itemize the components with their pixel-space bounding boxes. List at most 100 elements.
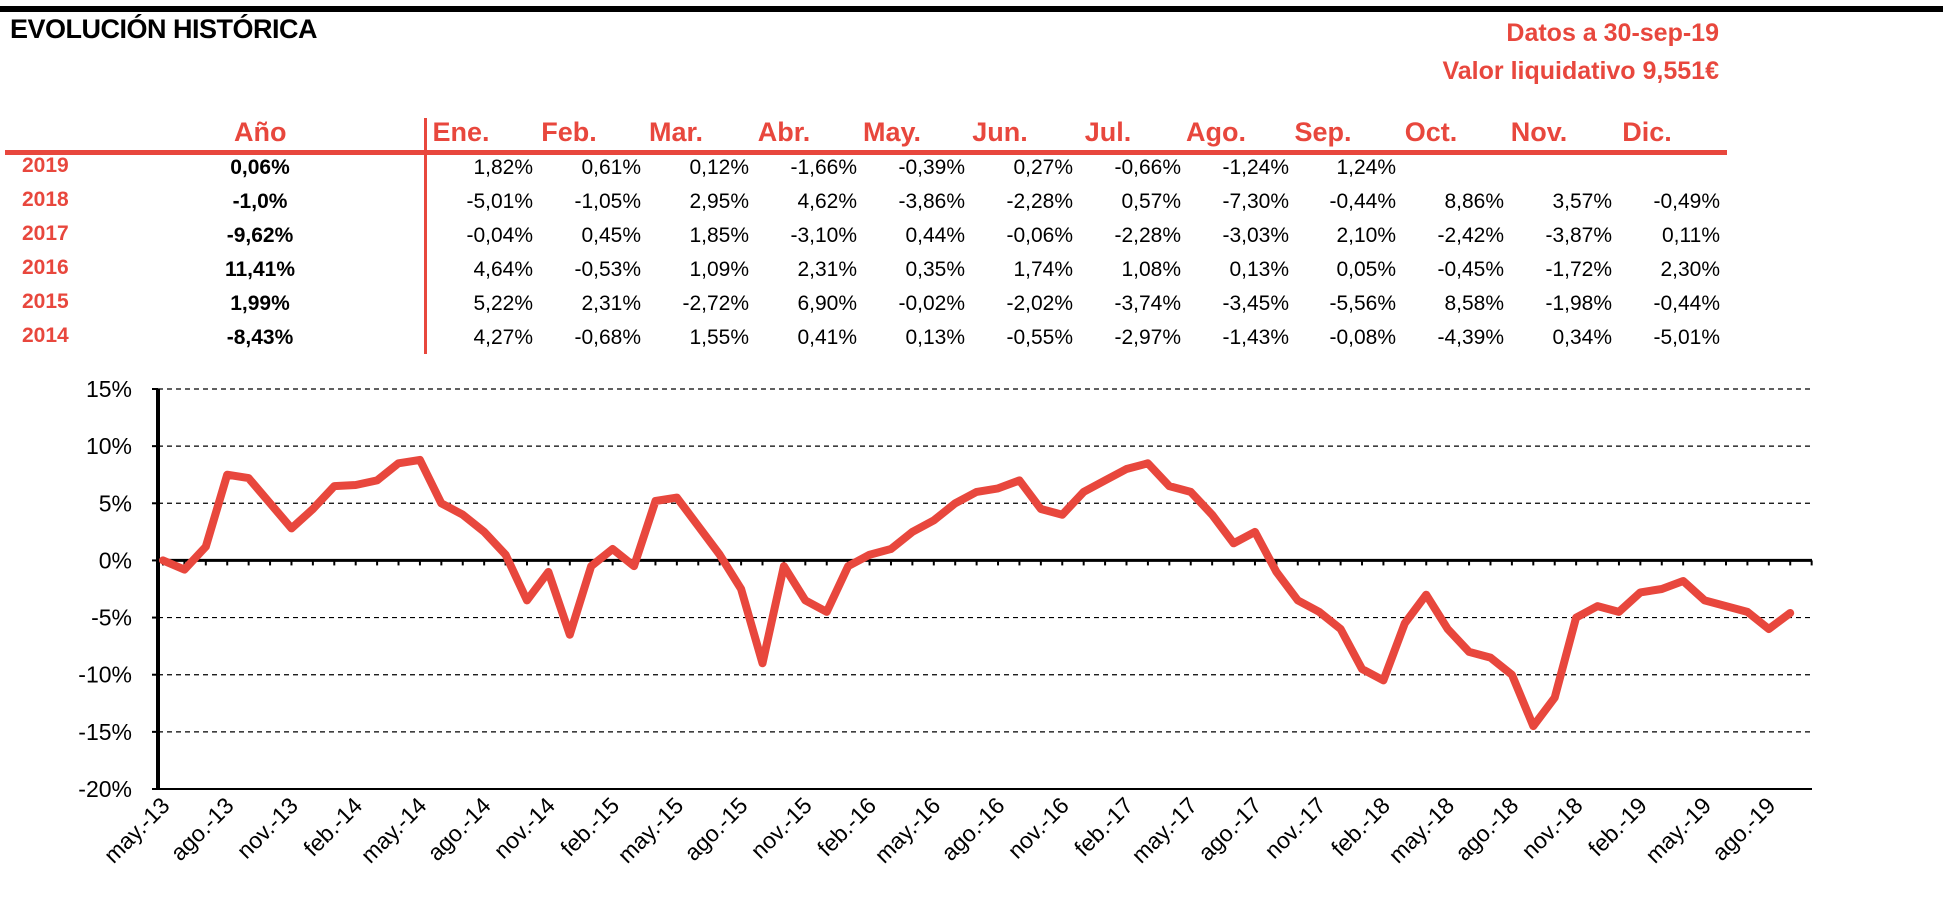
row-year: 2014 [22, 324, 69, 347]
month-header: Jun. [972, 117, 1028, 147]
row-year: 2019 [22, 154, 69, 177]
monthly-return-cell: 2,10% [1336, 224, 1396, 247]
monthly-return-cell: -3,45% [1222, 292, 1289, 315]
year-header: Año [234, 117, 287, 147]
monthly-return-cell: -3,74% [1114, 292, 1181, 315]
monthly-return-cell: 0,45% [581, 224, 641, 247]
month-header: Abr. [757, 117, 811, 147]
month-header: Mar. [648, 117, 704, 147]
monthly-return-cell: 0,34% [1552, 326, 1612, 349]
monthly-return-cell: 1,82% [473, 156, 533, 179]
x-tick-label: may.-16 [869, 792, 945, 868]
monthly-return-cell: -5,56% [1329, 292, 1396, 315]
monthly-return-cell: 1,74% [1013, 258, 1073, 281]
x-tick-label: may.-15 [612, 792, 688, 868]
row-annual-return: 11,41% [224, 258, 296, 281]
monthly-return-cell: 0,27% [1013, 156, 1073, 179]
monthly-return-cell: -5,01% [466, 190, 533, 213]
monthly-return-cell: -1,72% [1545, 258, 1612, 281]
monthly-return-cell: -0,02% [898, 292, 965, 315]
monthly-return-cell: 6,90% [797, 292, 857, 315]
header-rule-red [5, 150, 1727, 155]
monthly-return-cell: -0,06% [1006, 224, 1073, 247]
month-header: Sep. [1294, 117, 1352, 147]
monthly-return-cell: -4,39% [1437, 326, 1504, 349]
y-tick-label: -10% [78, 662, 132, 688]
monthly-return-cell: -3,03% [1222, 224, 1289, 247]
monthly-return-cell: 4,62% [797, 190, 857, 213]
x-tick-label: may.-14 [356, 792, 432, 868]
x-tick-label: may.-19 [1640, 792, 1716, 868]
header-rule [0, 6, 1943, 12]
monthly-return-cell: 0,61% [581, 156, 641, 179]
monthly-return-cell: -2,42% [1437, 224, 1504, 247]
monthly-return-cell: -0,44% [1653, 292, 1720, 315]
y-tick-label: 0% [99, 547, 132, 573]
monthly-return-cell: 0,44% [905, 224, 965, 247]
x-tick-label: nov.-18 [1516, 792, 1587, 863]
monthly-return-cell: -3,86% [898, 190, 965, 213]
monthly-return-cell: 1,24% [1336, 156, 1396, 179]
y-tick-label: 15% [86, 376, 132, 402]
monthly-return-cell: 0,11% [1662, 224, 1720, 247]
x-tick-label: ago.-17 [1193, 792, 1267, 866]
monthly-return-cell: -0,04% [466, 224, 533, 247]
column-divider [424, 118, 427, 354]
monthly-return-cell: 2,30% [1660, 258, 1720, 281]
x-tick-label: ago.-16 [936, 792, 1010, 866]
x-tick-label: may.-13 [99, 792, 175, 868]
monthly-return-cell: 0,41% [797, 326, 857, 349]
data-date: Datos a 30-sep-19 [1506, 19, 1719, 47]
month-header: Jul. [1084, 117, 1132, 147]
month-header: Dic. [1622, 117, 1672, 147]
month-header: May. [862, 117, 922, 147]
x-tick-label: may.-17 [1126, 792, 1202, 868]
monthly-return-cell: -7,30% [1222, 190, 1289, 213]
row-annual-return: -9,62% [226, 224, 294, 247]
page-title: EVOLUCIÓN HISTÓRICA [10, 14, 318, 44]
monthly-return-cell: 0,57% [1121, 190, 1181, 213]
row-year: 2015 [22, 290, 69, 313]
x-tick-label: nov.-13 [232, 792, 303, 863]
monthly-return-cell: 0,13% [1229, 258, 1289, 281]
monthly-return-cell: -1,66% [790, 156, 857, 179]
monthly-return-cell: -3,87% [1545, 224, 1612, 247]
monthly-return-cell: 0,05% [1336, 258, 1396, 281]
monthly-return-cell: -1,43% [1222, 326, 1289, 349]
y-tick-label: -5% [91, 605, 132, 631]
monthly-return-cell: 8,58% [1444, 292, 1504, 315]
monthly-return-cell: -0,66% [1114, 156, 1181, 179]
month-header: Nov. [1510, 117, 1568, 147]
x-tick-label: ago.-18 [1450, 792, 1524, 866]
monthly-return-cell: -5,01% [1653, 326, 1720, 349]
monthly-return-cell: -0,55% [1006, 326, 1073, 349]
monthly-return-cell: 0,12% [689, 156, 749, 179]
y-tick-label: 5% [99, 490, 132, 516]
x-tick-label: nov.-15 [745, 792, 816, 863]
monthly-return-cell: -1,24% [1222, 156, 1289, 179]
fund-meta: Datos a 30-sep-19 Valor liquidativo 9,55… [1442, 14, 1719, 90]
row-year: 2016 [22, 256, 69, 279]
monthly-return-cell: -0,68% [574, 326, 641, 349]
y-tick-label: -15% [78, 719, 132, 745]
monthly-return-cell: -1,98% [1545, 292, 1612, 315]
monthly-return-cell: -0,08% [1329, 326, 1396, 349]
x-tick-label: ago.-13 [165, 792, 239, 866]
monthly-return-cell: -0,53% [574, 258, 641, 281]
monthly-return-cell: -3,10% [790, 224, 857, 247]
monthly-return-cell: -2,02% [1006, 292, 1073, 315]
monthly-return-cell: 8,86% [1444, 190, 1504, 213]
monthly-return-cell: 3,57% [1552, 190, 1612, 213]
monthly-return-cell: 0,35% [905, 258, 965, 281]
monthly-return-cell: -0,44% [1329, 190, 1396, 213]
row-annual-return: -1,0% [232, 190, 288, 213]
row-annual-return: 1,99% [230, 292, 290, 315]
row-annual-return: -8,43% [226, 326, 294, 349]
month-header: Ene. [432, 117, 490, 147]
monthly-return-cell: -0,49% [1653, 190, 1720, 213]
x-tick-label: nov.-16 [1002, 792, 1073, 863]
row-annual-return: 0,06% [230, 156, 290, 179]
monthly-return-cell: -0,45% [1437, 258, 1504, 281]
x-tick-label: nov.-14 [489, 792, 561, 864]
